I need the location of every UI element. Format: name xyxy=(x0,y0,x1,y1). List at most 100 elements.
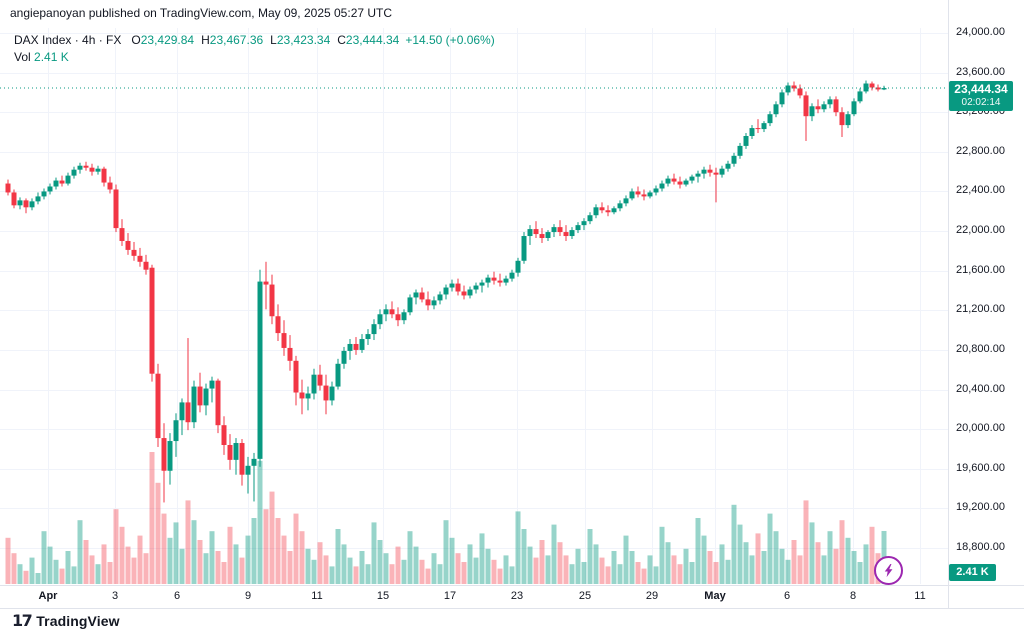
candle-body xyxy=(713,172,719,175)
candle-body xyxy=(77,165,83,170)
price-tick-label: 21,200.00 xyxy=(956,303,1005,316)
volume-bar xyxy=(185,500,191,584)
candle-body xyxy=(509,272,515,279)
candle-body xyxy=(35,196,41,202)
tradingview-logo[interactable]: 17 TradingView xyxy=(12,611,120,630)
volume-bar xyxy=(353,566,359,584)
candle-body xyxy=(539,234,545,239)
price-tick-label: 21,600.00 xyxy=(956,263,1005,276)
candle-wick xyxy=(757,119,759,134)
change-value: +14.50 (+0.06%) xyxy=(405,33,495,47)
volume-bar xyxy=(539,540,545,584)
volume-bar xyxy=(419,559,425,584)
volume-series xyxy=(5,452,887,584)
volume-label: Vol xyxy=(14,50,31,64)
last-price-badge: 23,444.34 02:02:14 xyxy=(949,81,1013,111)
candle-body xyxy=(53,180,59,187)
symbol-title[interactable]: DAX Index · 4h · FX xyxy=(14,33,122,47)
candle-body xyxy=(185,402,191,423)
volume-bar xyxy=(437,564,443,584)
price-tick-label: 19,600.00 xyxy=(956,461,1005,474)
volume-bar xyxy=(65,551,71,584)
volume-bar xyxy=(125,546,131,584)
candle-body xyxy=(881,88,887,90)
time-tick-label: 6 xyxy=(173,590,181,602)
volume-bar xyxy=(527,546,533,584)
candle-wick xyxy=(211,376,213,403)
volume-bar xyxy=(425,568,431,584)
candle-body xyxy=(371,324,377,335)
volume-bar xyxy=(71,566,77,584)
candle-body xyxy=(149,267,155,374)
volume-bar xyxy=(245,535,251,584)
candle-body xyxy=(473,285,479,290)
candle-body xyxy=(683,180,689,185)
volume-bar xyxy=(47,546,53,584)
volume-bar xyxy=(221,562,227,584)
volume-bar xyxy=(479,533,485,584)
volume-bar xyxy=(131,557,137,584)
volume-bar xyxy=(785,559,791,584)
time-tick-label: 23 xyxy=(510,590,524,602)
tradingview-logo-icon: 17 xyxy=(12,611,33,630)
candle-body xyxy=(785,85,791,93)
volume-bar xyxy=(509,566,515,584)
candle-body xyxy=(119,228,125,241)
published-attribution: angiepanoyan published on TradingView.co… xyxy=(10,6,393,20)
price-tick-label: 22,400.00 xyxy=(956,184,1005,197)
volume-bar xyxy=(461,562,467,584)
volume-bar xyxy=(407,531,413,584)
candle-body xyxy=(209,380,215,389)
volume-bar xyxy=(659,526,665,584)
candle-wick xyxy=(247,456,249,494)
candle-wick xyxy=(499,273,501,287)
volume-bar xyxy=(629,551,635,584)
volume-bar xyxy=(233,544,239,584)
volume-bar xyxy=(815,542,821,584)
high-label: H xyxy=(201,33,210,47)
time-tick-label: 3 xyxy=(111,590,119,602)
volume-bar xyxy=(29,557,35,584)
candle-body xyxy=(761,123,767,130)
time-axis[interactable]: Apr 3 6 9 11 15 17 23 25 29 May 6 8 11 xyxy=(0,585,1024,608)
candle-body xyxy=(197,386,203,406)
candle-body xyxy=(653,188,659,193)
volume-bar xyxy=(737,524,743,584)
candle-body xyxy=(113,189,119,229)
candle-body xyxy=(845,114,851,126)
volume-bar xyxy=(743,542,749,584)
candle-body xyxy=(365,334,371,340)
candle-wick xyxy=(187,338,189,431)
candle-body xyxy=(671,178,677,182)
volume-bar xyxy=(413,546,419,584)
candle-body xyxy=(605,210,611,213)
candle-body xyxy=(575,225,581,231)
candle-body xyxy=(443,287,449,295)
candle-body xyxy=(239,443,245,475)
candle-body xyxy=(593,207,599,216)
candle-body xyxy=(269,284,275,317)
volume-bar xyxy=(755,533,761,584)
candle-body xyxy=(833,99,839,113)
price-pane[interactable] xyxy=(0,0,1024,612)
candle-body xyxy=(65,175,71,184)
volume-bar xyxy=(599,557,605,584)
candle-body xyxy=(479,282,485,286)
candle-body xyxy=(659,183,665,189)
volume-bar xyxy=(779,548,785,584)
volume-bar xyxy=(761,551,767,584)
volume-bar xyxy=(545,555,551,584)
time-tick-label: Apr xyxy=(38,590,58,602)
volume-bar xyxy=(569,564,575,584)
boost-button[interactable] xyxy=(874,556,903,585)
candle-body xyxy=(695,173,701,177)
volume-bar xyxy=(317,542,323,584)
volume-bar xyxy=(845,537,851,584)
volume-bar xyxy=(257,460,263,584)
candle-body xyxy=(629,191,635,199)
volume-bar xyxy=(575,548,581,584)
candle-body xyxy=(311,374,317,394)
volume-bar xyxy=(95,564,101,584)
candle-body xyxy=(497,280,503,283)
volume-bar xyxy=(449,537,455,584)
